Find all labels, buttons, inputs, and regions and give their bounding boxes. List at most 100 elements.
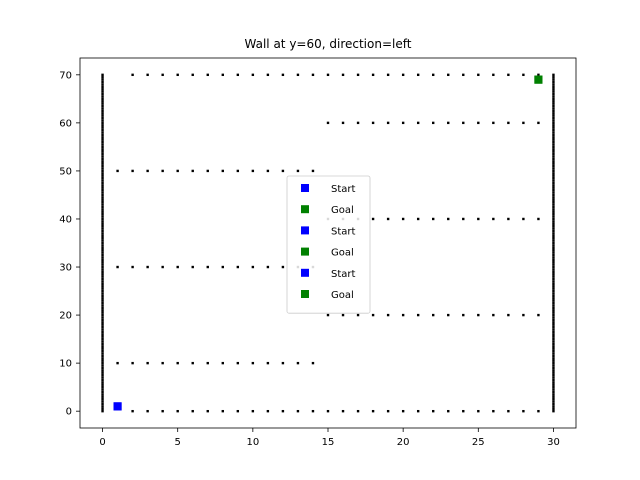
wall-dot [477,409,480,413]
wall-dot [552,263,555,266]
wall-dot [371,409,375,413]
wall-dot [101,229,104,233]
wall-dot [552,349,555,353]
legend-start-swatch [301,184,309,192]
wall-dot [101,155,104,158]
wall-dot [101,184,104,187]
wall-dot [101,174,104,177]
wall-dot [552,277,555,281]
wall-dot [101,407,104,410]
wall-dot [101,364,104,367]
wall-dot [552,311,555,314]
wall-dot [101,85,104,89]
wall-dot [101,169,104,173]
wall-dot [537,73,540,77]
wall-dot [552,364,555,367]
wall-dot [552,388,555,391]
x-tick-label: 15 [322,437,335,448]
wall-dot [281,73,285,77]
wall-dot [552,407,555,410]
wall-dot [552,333,555,336]
wall-dot [552,210,555,213]
wall-dot [552,100,555,103]
wall-dot [552,357,555,360]
wall-dot [101,83,104,86]
wall-dot [101,198,104,201]
wall-dot [552,275,555,278]
wall-dot [101,306,104,310]
wall-dot [356,409,360,413]
wall-dot [552,88,555,91]
wall-dot [537,121,540,125]
wall-dot [401,217,405,221]
wall-dot [477,217,480,221]
wall-dot [101,109,104,113]
wall-dot [401,121,405,125]
wall-dot [552,390,555,394]
wall-dot [552,176,555,180]
wall-dot [552,354,555,358]
wall-dot [101,241,104,245]
wall-dot [552,95,555,98]
wall-dot [552,405,555,408]
wall-dot [191,361,194,365]
wall-dot [552,160,555,163]
wall-dot [101,131,104,134]
wall-dot [176,73,179,77]
wall-dot [386,409,390,413]
wall-dot [552,270,555,274]
wall-dot [522,73,525,77]
wall-dot [552,306,555,310]
y-tick-label: 70 [59,70,72,81]
wall-dot [552,217,555,221]
wall-dot [356,121,360,125]
wall-dot [251,169,255,173]
wall-dot [101,373,104,377]
wall-dot [447,217,450,221]
wall-dot [552,109,555,113]
wall-dot [522,409,525,413]
wall-dot [552,371,555,374]
wall-dot [101,95,104,98]
wall-dot [552,90,555,93]
wall-dot [101,92,104,96]
y-tick-label: 0 [66,407,72,418]
wall-dot [101,287,104,290]
wall-dot [552,208,555,211]
wall-dot [101,181,104,185]
wall-dot [101,220,104,223]
x-tick-label: 20 [397,437,410,448]
wall-dot [101,205,104,209]
wall-dot [101,253,104,257]
wall-dot [552,373,555,377]
x-tick-label: 0 [99,437,105,448]
wall-dot [101,143,104,146]
goal-marker [534,75,543,84]
wall-dot [101,227,104,230]
wall-dot [296,409,300,413]
wall-dot [552,205,555,209]
wall-dot [101,107,104,110]
wall-dot [552,268,555,271]
wall-dot [101,323,104,326]
wall-dot [101,128,104,132]
wall-dot [101,321,104,324]
y-tick-label: 60 [59,118,72,129]
wall-dot [552,236,555,240]
wall-dot [552,265,555,269]
wall-dot [101,280,104,283]
wall-dot [552,321,555,324]
wall-dot [552,107,555,110]
wall-dot [416,313,420,317]
wall-dot [552,241,555,245]
wall-dot [552,212,555,216]
wall-dot [552,136,555,139]
wall-dot [447,121,450,125]
wall-dot [101,405,104,408]
wall-dot [101,301,104,305]
wall-dot [101,193,104,197]
wall-dot [552,376,555,379]
wall-dot [552,244,555,247]
wall-dot [101,261,104,264]
wall-dot [416,217,420,221]
